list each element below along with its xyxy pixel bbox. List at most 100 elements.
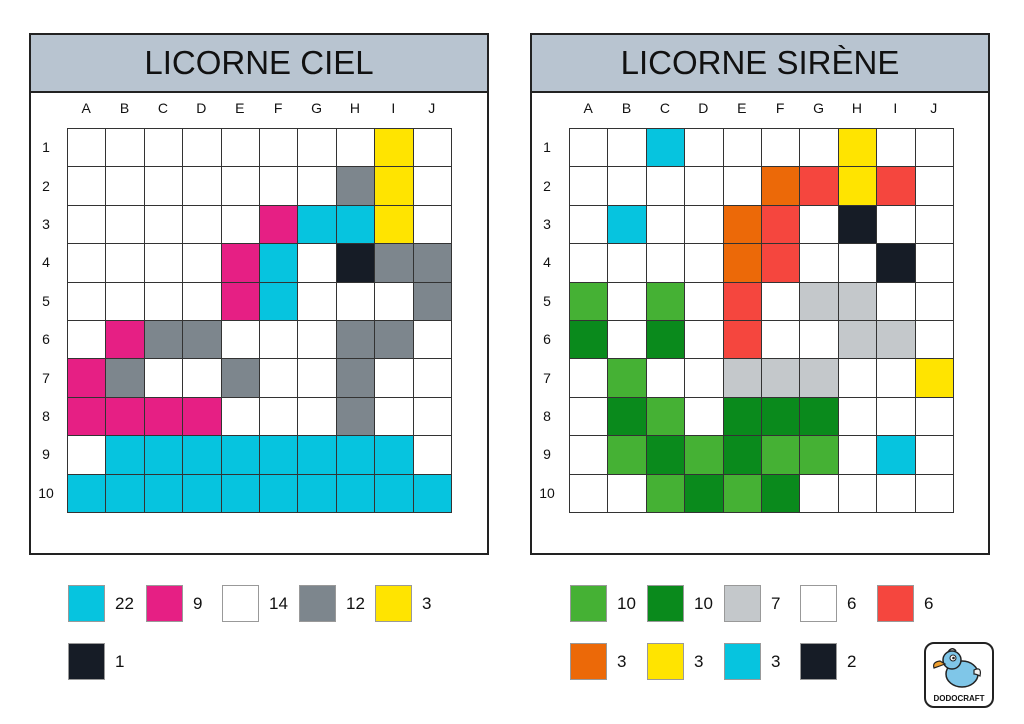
grid-cell[interactable] [570, 397, 609, 437]
grid-cell[interactable] [800, 397, 839, 437]
grid-cell[interactable] [915, 129, 954, 168]
grid-cell[interactable] [413, 167, 452, 206]
grid-cell[interactable] [259, 359, 299, 398]
grid-cell[interactable] [646, 397, 686, 437]
grid-cell[interactable] [646, 359, 686, 398]
grid-cell[interactable] [144, 397, 184, 437]
grid-cell[interactable] [723, 205, 762, 245]
grid-cell[interactable] [646, 320, 686, 360]
grid-cell[interactable] [685, 129, 724, 168]
grid-cell[interactable] [183, 359, 222, 398]
grid-cell[interactable] [68, 359, 107, 398]
grid-cell[interactable] [570, 129, 609, 168]
grid-cell[interactable] [723, 244, 762, 283]
grid-cell[interactable] [915, 359, 954, 398]
grid-cell[interactable] [570, 436, 609, 475]
grid-cell[interactable] [838, 397, 878, 437]
grid-cell[interactable] [685, 320, 724, 360]
grid-cell[interactable] [298, 397, 337, 437]
grid-cell[interactable] [800, 244, 839, 283]
grid-cell[interactable] [183, 474, 222, 513]
grid-cell[interactable] [413, 244, 452, 283]
grid-cell[interactable] [915, 436, 954, 475]
grid-cell[interactable] [761, 436, 801, 475]
grid-cell[interactable] [259, 244, 299, 283]
grid-cell[interactable] [800, 282, 839, 321]
grid-cell[interactable] [800, 320, 839, 360]
grid-cell[interactable] [646, 167, 686, 206]
grid-cell[interactable] [298, 436, 337, 475]
grid-cell[interactable] [761, 282, 801, 321]
grid-cell[interactable] [106, 474, 145, 513]
grid-cell[interactable] [336, 359, 376, 398]
grid-cell[interactable] [144, 205, 184, 245]
grid-cell[interactable] [413, 205, 452, 245]
grid-cell[interactable] [375, 397, 414, 437]
grid-cell[interactable] [221, 359, 260, 398]
grid-cell[interactable] [685, 244, 724, 283]
grid-cell[interactable] [838, 359, 878, 398]
grid-cell[interactable] [221, 167, 260, 206]
grid-cell[interactable] [915, 244, 954, 283]
grid-cell[interactable] [183, 320, 222, 360]
grid-cell[interactable] [646, 282, 686, 321]
grid-cell[interactable] [570, 320, 609, 360]
grid-cell[interactable] [608, 167, 647, 206]
grid-cell[interactable] [259, 205, 299, 245]
grid-cell[interactable] [570, 359, 609, 398]
grid-cell[interactable] [68, 205, 107, 245]
grid-cell[interactable] [838, 244, 878, 283]
grid-cell[interactable] [646, 244, 686, 283]
grid-cell[interactable] [877, 282, 916, 321]
grid-cell[interactable] [183, 244, 222, 283]
grid-cell[interactable] [336, 397, 376, 437]
grid-cell[interactable] [800, 436, 839, 475]
grid-cell[interactable] [838, 129, 878, 168]
grid-cell[interactable] [68, 282, 107, 321]
grid-cell[interactable] [685, 282, 724, 321]
grid-cell[interactable] [570, 244, 609, 283]
grid-cell[interactable] [877, 167, 916, 206]
grid-cell[interactable] [761, 244, 801, 283]
grid-cell[interactable] [336, 436, 376, 475]
grid-cell[interactable] [685, 397, 724, 437]
grid-cell[interactable] [259, 320, 299, 360]
grid-cell[interactable] [723, 129, 762, 168]
grid-cell[interactable] [413, 129, 452, 168]
grid-cell[interactable] [375, 167, 414, 206]
grid-cell[interactable] [221, 282, 260, 321]
grid-cell[interactable] [413, 359, 452, 398]
grid-cell[interactable] [877, 397, 916, 437]
grid-cell[interactable] [375, 244, 414, 283]
grid-cell[interactable] [144, 474, 184, 513]
grid-cell[interactable] [298, 282, 337, 321]
grid-cell[interactable] [413, 397, 452, 437]
grid-cell[interactable] [685, 474, 724, 513]
grid-cell[interactable] [183, 205, 222, 245]
grid-cell[interactable] [336, 129, 376, 168]
grid-cell[interactable] [838, 282, 878, 321]
grid-cell[interactable] [761, 474, 801, 513]
grid-cell[interactable] [106, 282, 145, 321]
grid-cell[interactable] [723, 167, 762, 206]
grid-cell[interactable] [375, 282, 414, 321]
grid-cell[interactable] [106, 436, 145, 475]
grid-cell[interactable] [608, 244, 647, 283]
grid-cell[interactable] [685, 167, 724, 206]
grid-cell[interactable] [68, 320, 107, 360]
grid-cell[interactable] [183, 436, 222, 475]
grid-cell[interactable] [221, 244, 260, 283]
grid-cell[interactable] [838, 474, 878, 513]
grid-cell[interactable] [336, 205, 376, 245]
grid-cell[interactable] [877, 129, 916, 168]
grid-cell[interactable] [298, 474, 337, 513]
grid-cell[interactable] [723, 282, 762, 321]
grid-cell[interactable] [800, 474, 839, 513]
grid-cell[interactable] [375, 129, 414, 168]
grid-cell[interactable] [375, 205, 414, 245]
grid-cell[interactable] [336, 320, 376, 360]
grid-cell[interactable] [106, 205, 145, 245]
grid-cell[interactable] [646, 474, 686, 513]
grid-cell[interactable] [183, 282, 222, 321]
grid-cell[interactable] [375, 474, 414, 513]
